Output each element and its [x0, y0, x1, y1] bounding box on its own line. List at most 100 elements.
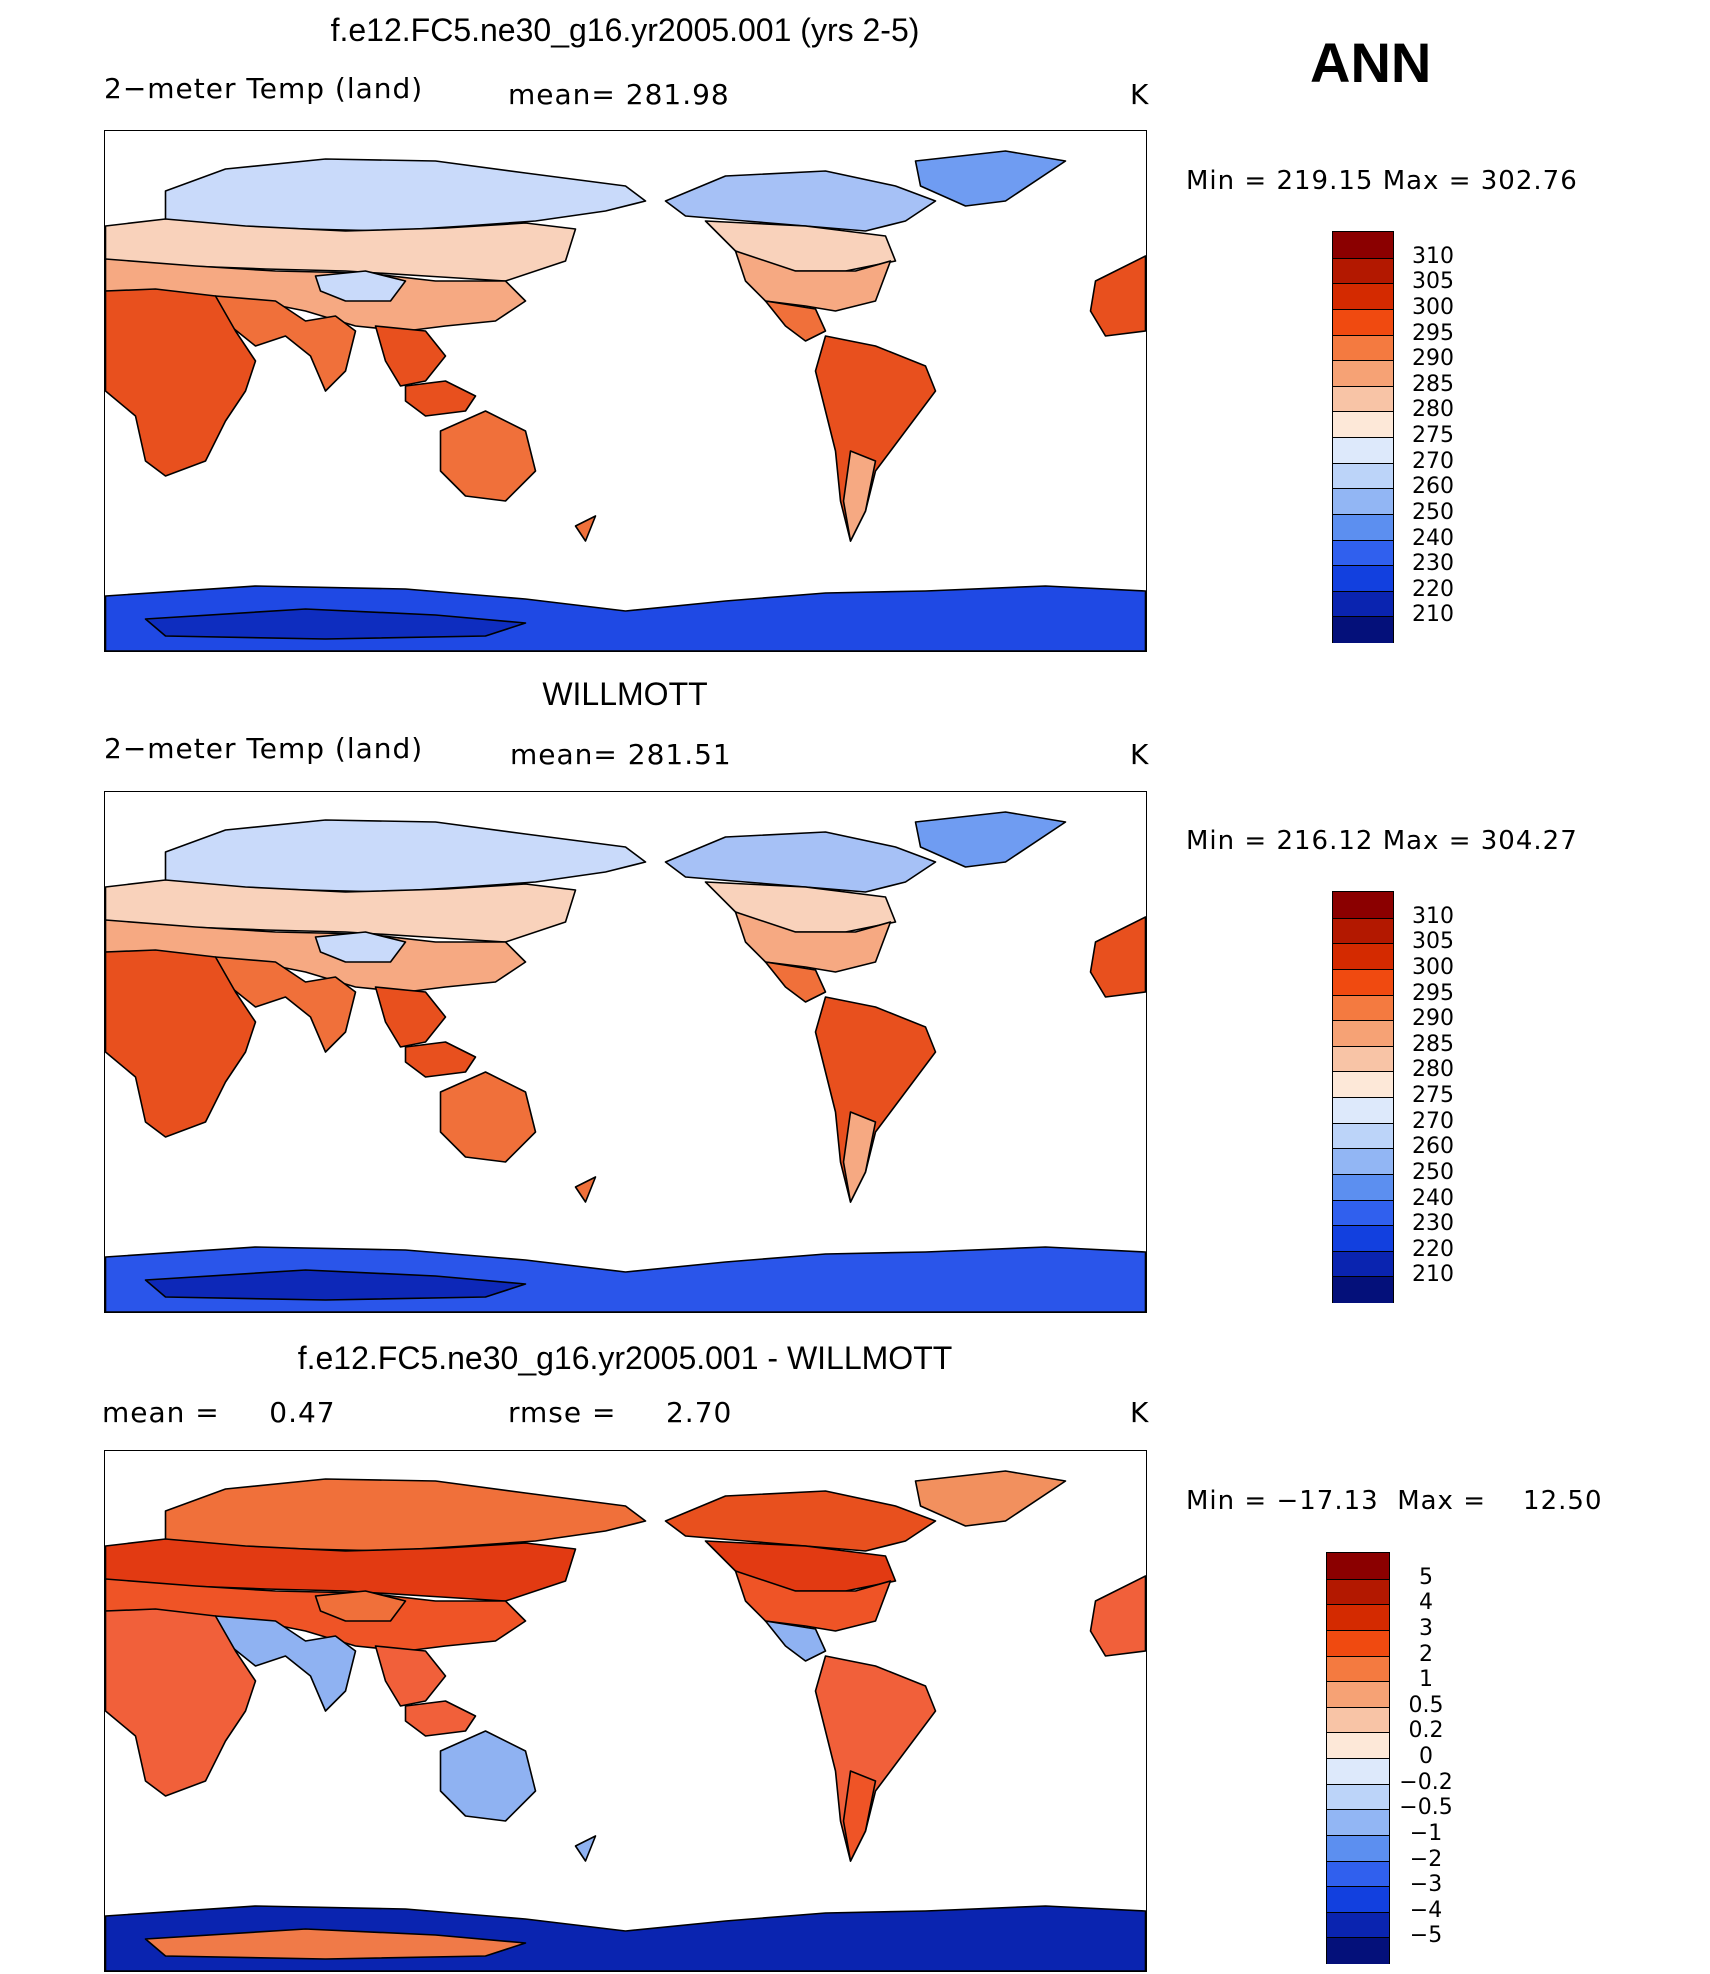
map-region-north-america-north — [664, 1490, 937, 1552]
colorbar-tick-label: −1 — [1409, 1820, 1443, 1846]
colorbar-cell — [1333, 892, 1393, 918]
panel3-minmax: Min = −17.13 Max = 12.50 — [1186, 1486, 1603, 1516]
panel1-colorbar — [1332, 231, 1394, 643]
colorbar-cell — [1333, 1276, 1393, 1303]
colorbar-tick-label: 305 — [1412, 269, 1454, 295]
map-region-south-america — [814, 996, 937, 1203]
colorbar-tick-label: 210 — [1412, 602, 1454, 628]
map-region-eurasia-north — [164, 819, 647, 893]
colorbar-cell — [1327, 1783, 1389, 1811]
colorbar-tick-label: 0.2 — [1408, 1718, 1444, 1744]
colorbar-tick-label: 0.5 — [1408, 1692, 1444, 1718]
map-region-south-america-south — [842, 1770, 877, 1862]
colorbar-tick-label: 300 — [1412, 954, 1454, 980]
colorbar-tick-label: 295 — [1412, 320, 1454, 346]
colorbar-cell — [1333, 257, 1393, 285]
colorbar-tick-label: 240 — [1412, 525, 1454, 551]
map-region-indonesia — [404, 1700, 477, 1737]
map-region-arabia-india — [214, 1615, 357, 1712]
colorbar-tick-label: 210 — [1412, 1262, 1454, 1288]
colorbar-cell — [1327, 1834, 1389, 1862]
panel3-colorbar — [1326, 1552, 1390, 1964]
map-region-africa — [105, 949, 257, 1138]
colorbar-tick-label: 2 — [1419, 1641, 1433, 1667]
panel3-unit-label: K — [1130, 1396, 1150, 1429]
colorbar-cell — [1327, 1937, 1389, 1964]
panel2-unit-label: K — [1130, 738, 1150, 771]
map-region-central-america — [764, 300, 827, 342]
map-region-se-asia — [374, 986, 447, 1048]
colorbar-tick-label: 4 — [1419, 1590, 1433, 1616]
colorbar-tick-label: 3 — [1419, 1615, 1433, 1641]
colorbar-tick-label: 250 — [1412, 499, 1454, 525]
colorbar-tick-label: −4 — [1409, 1897, 1443, 1923]
map-region-eurasia-north — [164, 158, 647, 232]
map-region-eurasia-north — [164, 1478, 647, 1552]
colorbar-tick-label: 230 — [1412, 551, 1454, 577]
colorbar-cell — [1327, 1604, 1389, 1631]
map-region-indonesia — [404, 1041, 477, 1078]
panel2-map — [104, 791, 1147, 1313]
panel3-mean-label: mean = 0.47 — [102, 1396, 336, 1429]
colorbar-tick-label: 275 — [1412, 1083, 1454, 1108]
map-region-central-america — [764, 1620, 827, 1662]
colorbar-tick-label: 250 — [1412, 1159, 1454, 1185]
colorbar-tick-label: 310 — [1412, 243, 1454, 269]
map-region-south-america-south — [842, 1111, 877, 1203]
panel1-title: f.e12.FC5.ne30_g16.yr2005.001 (yrs 2-5) — [330, 12, 920, 48]
colorbar-cell — [1333, 917, 1393, 945]
map-region-tibet — [314, 931, 407, 963]
colorbar-tick-label: 280 — [1412, 1057, 1454, 1083]
colorbar-tick-label: 220 — [1412, 576, 1454, 602]
map-region-greenland — [914, 1470, 1067, 1527]
map-region-se-asia — [374, 325, 447, 387]
colorbar-cell — [1327, 1578, 1389, 1606]
map-region-south-america — [814, 335, 937, 542]
colorbar-cell — [1333, 539, 1393, 567]
panel3-rmse-label: rmse = 2.70 — [508, 1396, 733, 1429]
map-region-antarctica-interior — [144, 1269, 527, 1301]
colorbar-cell — [1333, 411, 1393, 438]
colorbar-tick-label: 240 — [1412, 1185, 1454, 1211]
panel3-map — [104, 1450, 1147, 1972]
map-region-south-america — [814, 1655, 937, 1862]
colorbar-cell — [1333, 1020, 1393, 1047]
map-region-arabia-india — [214, 956, 357, 1053]
map-region-indonesia — [404, 380, 477, 417]
map-region-africa — [105, 1608, 257, 1797]
colorbar-tick-label: 270 — [1412, 448, 1454, 474]
colorbar-tick-label: 270 — [1412, 1108, 1454, 1134]
colorbar-tick-label: −5 — [1409, 1923, 1443, 1949]
map-region-africa — [105, 288, 257, 477]
colorbar-cell — [1333, 232, 1393, 258]
colorbar-cell — [1333, 1148, 1393, 1175]
colorbar-cell — [1333, 1097, 1393, 1124]
colorbar-tick-label: −3 — [1409, 1872, 1443, 1898]
map-region-australia — [439, 1071, 537, 1163]
colorbar-cell — [1333, 385, 1393, 413]
panel1-unit-label: K — [1130, 78, 1150, 111]
colorbar-cell — [1333, 513, 1393, 541]
map-region-antarctica-interior — [144, 1928, 527, 1960]
colorbar-tick-label: 310 — [1412, 903, 1454, 929]
panel2-colorbar — [1332, 891, 1394, 1303]
colorbar-cell — [1333, 590, 1393, 618]
colorbar-tick-label: −0.5 — [1399, 1795, 1453, 1821]
map-region-tibet — [314, 270, 407, 302]
colorbar-cell — [1333, 565, 1393, 592]
colorbar-tick-label: 1 — [1419, 1667, 1433, 1693]
colorbar-cell — [1327, 1886, 1389, 1913]
colorbar-cell — [1327, 1706, 1389, 1734]
colorbar-cell — [1333, 283, 1393, 310]
map-region-south-america-south — [842, 450, 877, 542]
panel1-minmax: Min = 219.15 Max = 302.76 — [1186, 166, 1578, 196]
colorbar-cell — [1333, 308, 1393, 336]
colorbar-tick-label: 280 — [1412, 397, 1454, 423]
panel2-map-plot — [105, 811, 1146, 1312]
colorbar-cell — [1327, 1860, 1389, 1888]
panel3-title: f.e12.FC5.ne30_g16.yr2005.001 - WILLMOTT — [297, 1340, 953, 1376]
colorbar-cell — [1333, 994, 1393, 1022]
colorbar-cell — [1333, 943, 1393, 970]
colorbar-tick-label: 260 — [1412, 474, 1454, 500]
panel1-map — [104, 130, 1147, 652]
